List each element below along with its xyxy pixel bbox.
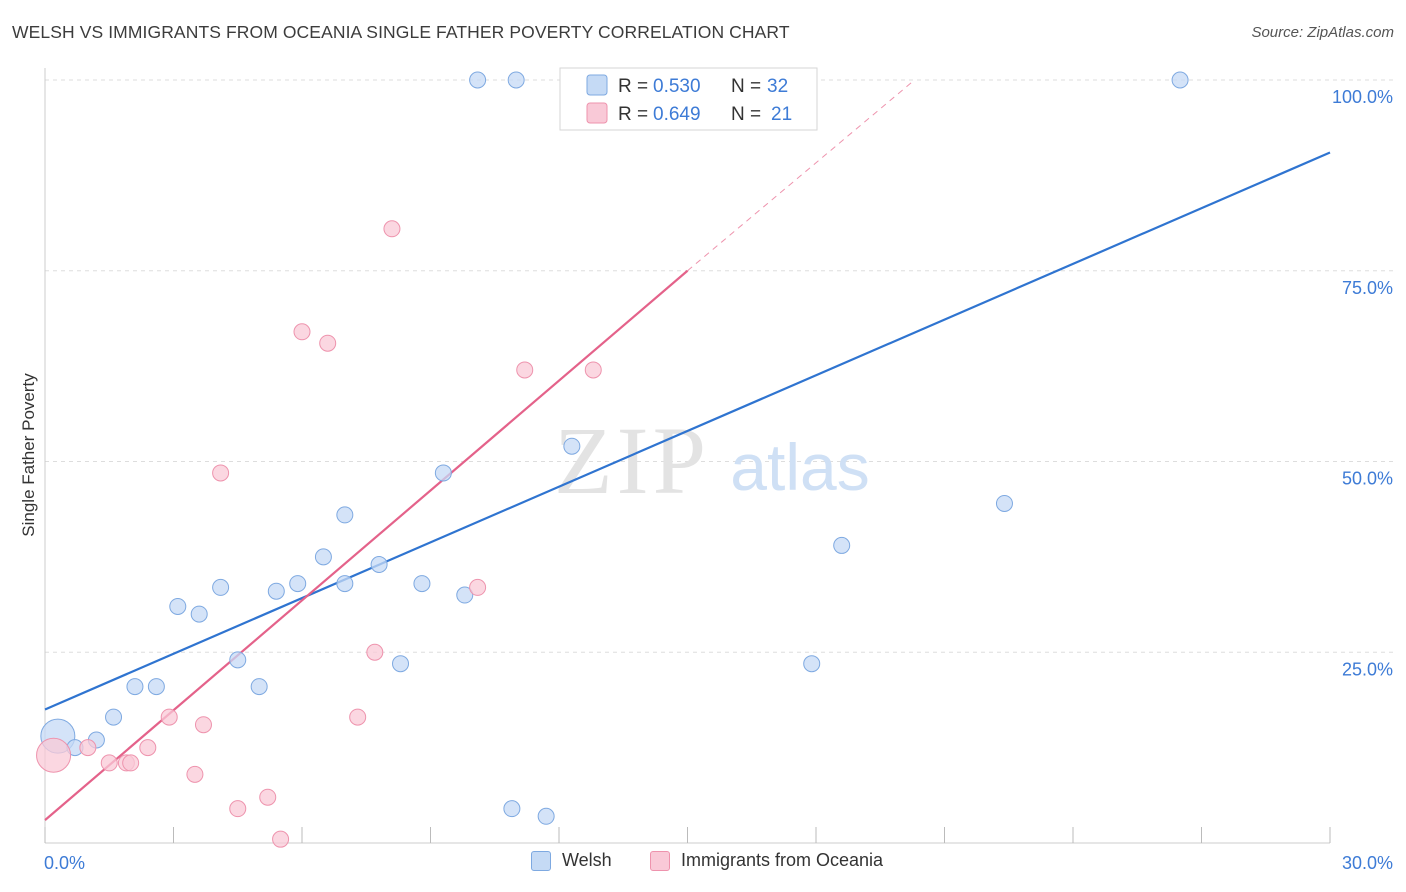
- x-tick-label: 30.0%: [1342, 853, 1393, 873]
- oceania-legend-swatch: [586, 102, 608, 124]
- welsh-point: [147, 678, 165, 696]
- oceania-point: [139, 739, 157, 757]
- welsh-point: [336, 506, 354, 524]
- source-label: Source: ZipAtlas.com: [1251, 24, 1394, 41]
- y-tick-label: 25.0%: [1342, 659, 1393, 679]
- oceania-point: [100, 754, 118, 772]
- tick-labels: 25.0% 50.0% 75.0% 100.0% 0.0% 30.0%: [44, 87, 1393, 873]
- oceania-r-value: 0.649: [653, 104, 701, 125]
- welsh-point: [212, 578, 230, 596]
- legend-item-welsh: Welsh: [531, 850, 612, 871]
- welsh-point: [267, 582, 285, 600]
- legend-label-welsh: Welsh: [562, 850, 612, 870]
- oceania-point: [383, 220, 401, 238]
- welsh-point: [413, 575, 431, 593]
- oceania-swatch: [650, 850, 670, 871]
- welsh-point: [190, 605, 208, 623]
- welsh-point: [563, 437, 581, 455]
- chart-title: WELSH VS IMMIGRANTS FROM OCEANIA SINGLE …: [12, 22, 790, 42]
- oceania-point: [272, 830, 290, 848]
- data-points: [36, 71, 1189, 848]
- welsh-point: [336, 575, 354, 593]
- welsh-n-label: N =: [731, 76, 761, 97]
- welsh-point: [503, 800, 521, 818]
- welsh-legend-swatch: [586, 74, 608, 96]
- oceania-point: [36, 737, 72, 773]
- welsh-point: [169, 597, 187, 615]
- y-axis-label: Single Father Poverty: [19, 373, 38, 537]
- oceania-trend-line: [44, 269, 689, 821]
- oceania-point: [259, 788, 277, 806]
- welsh-r-value: 0.530: [653, 76, 701, 97]
- welsh-point: [469, 71, 487, 89]
- axes: [44, 68, 1331, 844]
- welsh-r-label: R =: [618, 76, 648, 97]
- welsh-point: [250, 678, 268, 696]
- welsh-point: [995, 494, 1013, 512]
- oceania-point: [186, 765, 204, 783]
- welsh-point: [456, 586, 474, 604]
- welsh-point: [314, 548, 332, 566]
- oceania-point: [584, 361, 602, 379]
- legend-label-oceania: Immigrants from Oceania: [681, 850, 884, 870]
- welsh-point: [370, 556, 388, 574]
- welsh-swatch: [531, 850, 551, 871]
- welsh-point: [229, 651, 247, 669]
- oceania-point: [229, 800, 247, 818]
- welsh-point: [507, 71, 525, 89]
- y-tick-label: 100.0%: [1332, 87, 1393, 107]
- x-tick-label: 0.0%: [44, 853, 85, 873]
- oceania-n-value: 21: [771, 104, 792, 125]
- welsh-point: [833, 536, 851, 554]
- oceania-trend-extension: [687, 79, 915, 272]
- oceania-point: [319, 334, 337, 352]
- welsh-point: [434, 464, 452, 482]
- trend-lines: [44, 79, 1331, 821]
- welsh-trend-line: [44, 151, 1331, 711]
- oceania-point: [79, 739, 97, 757]
- welsh-point: [289, 575, 307, 593]
- oceania-point: [160, 708, 178, 726]
- gridlines: [45, 79, 1393, 653]
- oceania-point: [349, 708, 367, 726]
- oceania-point: [516, 361, 534, 379]
- welsh-n-value: 32: [767, 76, 788, 97]
- y-tick-label: 75.0%: [1342, 278, 1393, 298]
- welsh-point: [392, 655, 410, 673]
- welsh-point: [1171, 71, 1189, 89]
- stats-legend: R = 0.530 N = 32 R = 0.649 N = 21: [559, 67, 818, 131]
- y-tick-label: 50.0%: [1342, 469, 1393, 489]
- watermark-zip: ZIP: [554, 407, 710, 514]
- welsh-point: [537, 807, 555, 825]
- oceania-point: [366, 643, 384, 661]
- welsh-point: [126, 678, 144, 696]
- oceania-point: [122, 754, 140, 772]
- series-legend: Welsh Immigrants from Oceania: [0, 850, 1406, 880]
- watermark-atlas: atlas: [730, 430, 869, 504]
- watermark: ZIP atlas: [554, 407, 870, 514]
- welsh-point: [803, 655, 821, 673]
- oceania-point: [212, 464, 230, 482]
- oceania-point: [469, 578, 487, 596]
- oceania-point: [194, 716, 212, 734]
- oceania-n-label: N =: [731, 104, 761, 125]
- oceania-point: [293, 323, 311, 341]
- legend-item-oceania: Immigrants from Oceania: [650, 850, 883, 871]
- welsh-point: [105, 708, 123, 726]
- oceania-r-label: R =: [618, 104, 648, 125]
